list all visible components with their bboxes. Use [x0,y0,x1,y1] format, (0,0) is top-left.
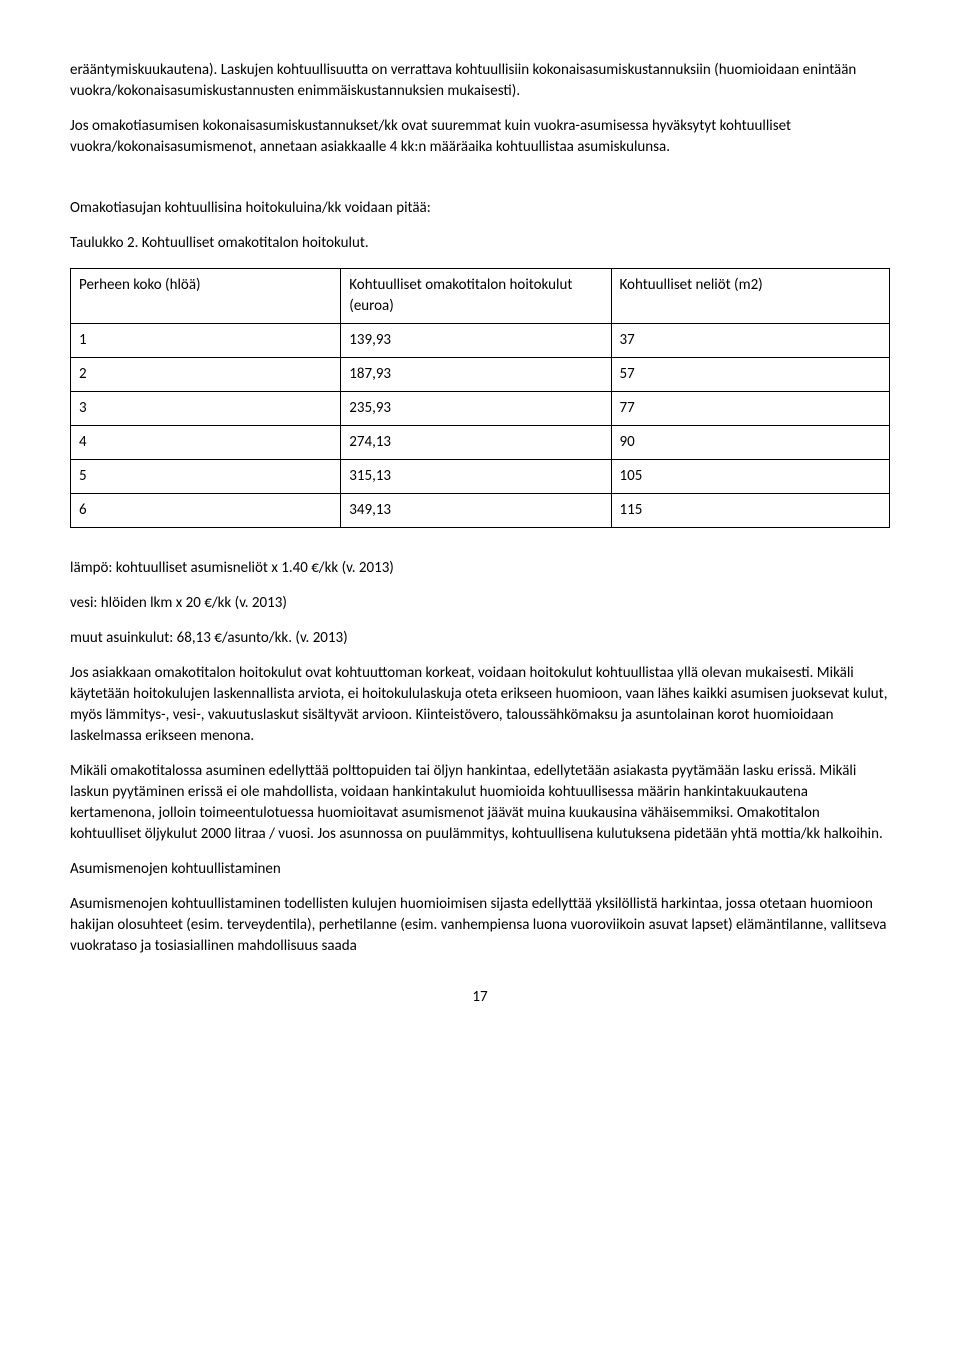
table-cell: 274,13 [341,426,611,460]
table-cell: 3 [71,392,341,426]
table-cell: 2 [71,358,341,392]
table-row: 2 187,93 57 [71,358,890,392]
table-cell: 187,93 [341,358,611,392]
table-cell: 37 [611,324,889,358]
paragraph: erääntymiskuukautena). Laskujen kohtuull… [70,60,890,102]
table-row: 3 235,93 77 [71,392,890,426]
table-row: 6 349,13 115 [71,494,890,528]
paragraph: muut asuinkulut: 68,13 €/asunto/kk. (v. … [70,628,890,649]
table-cell: 6 [71,494,341,528]
table-cell: 315,13 [341,460,611,494]
paragraph: Jos omakotiasumisen kokonaisasumiskustan… [70,116,890,158]
cost-table: Perheen koko (hlöä) Kohtuulliset omakoti… [70,268,890,528]
table-header-cell: Kohtuulliset neliöt (m2) [611,269,889,324]
table-cell: 77 [611,392,889,426]
paragraph: lämpö: kohtuulliset asumisneliöt x 1.40 … [70,558,890,579]
table-caption: Taulukko 2. Kohtuulliset omakotitalon ho… [70,233,890,254]
table-cell: 139,93 [341,324,611,358]
table-cell: 57 [611,358,889,392]
paragraph: Jos asiakkaan omakotitalon hoitokulut ov… [70,663,890,747]
table-row: 1 139,93 37 [71,324,890,358]
table-cell: 1 [71,324,341,358]
table-row: 5 315,13 105 [71,460,890,494]
table-cell: 115 [611,494,889,528]
table-header-cell: Perheen koko (hlöä) [71,269,341,324]
paragraph: Omakotiasujan kohtuullisina hoitokuluina… [70,198,890,219]
table-cell: 349,13 [341,494,611,528]
paragraph: Mikäli omakotitalossa asuminen edellyttä… [70,761,890,845]
table-header-cell: Kohtuulliset omakotitalon hoitokulut (eu… [341,269,611,324]
paragraph: Asumismenojen kohtuullistaminen [70,859,890,880]
paragraph: Asumismenojen kohtuullistaminen todellis… [70,894,890,957]
table-cell: 235,93 [341,392,611,426]
table-cell: 90 [611,426,889,460]
page-number: 17 [70,987,890,1008]
table-cell: 4 [71,426,341,460]
table-row: 4 274,13 90 [71,426,890,460]
table-cell: 105 [611,460,889,494]
table-header-row: Perheen koko (hlöä) Kohtuulliset omakoti… [71,269,890,324]
table-cell: 5 [71,460,341,494]
paragraph: vesi: hlöiden lkm x 20 €/kk (v. 2013) [70,593,890,614]
